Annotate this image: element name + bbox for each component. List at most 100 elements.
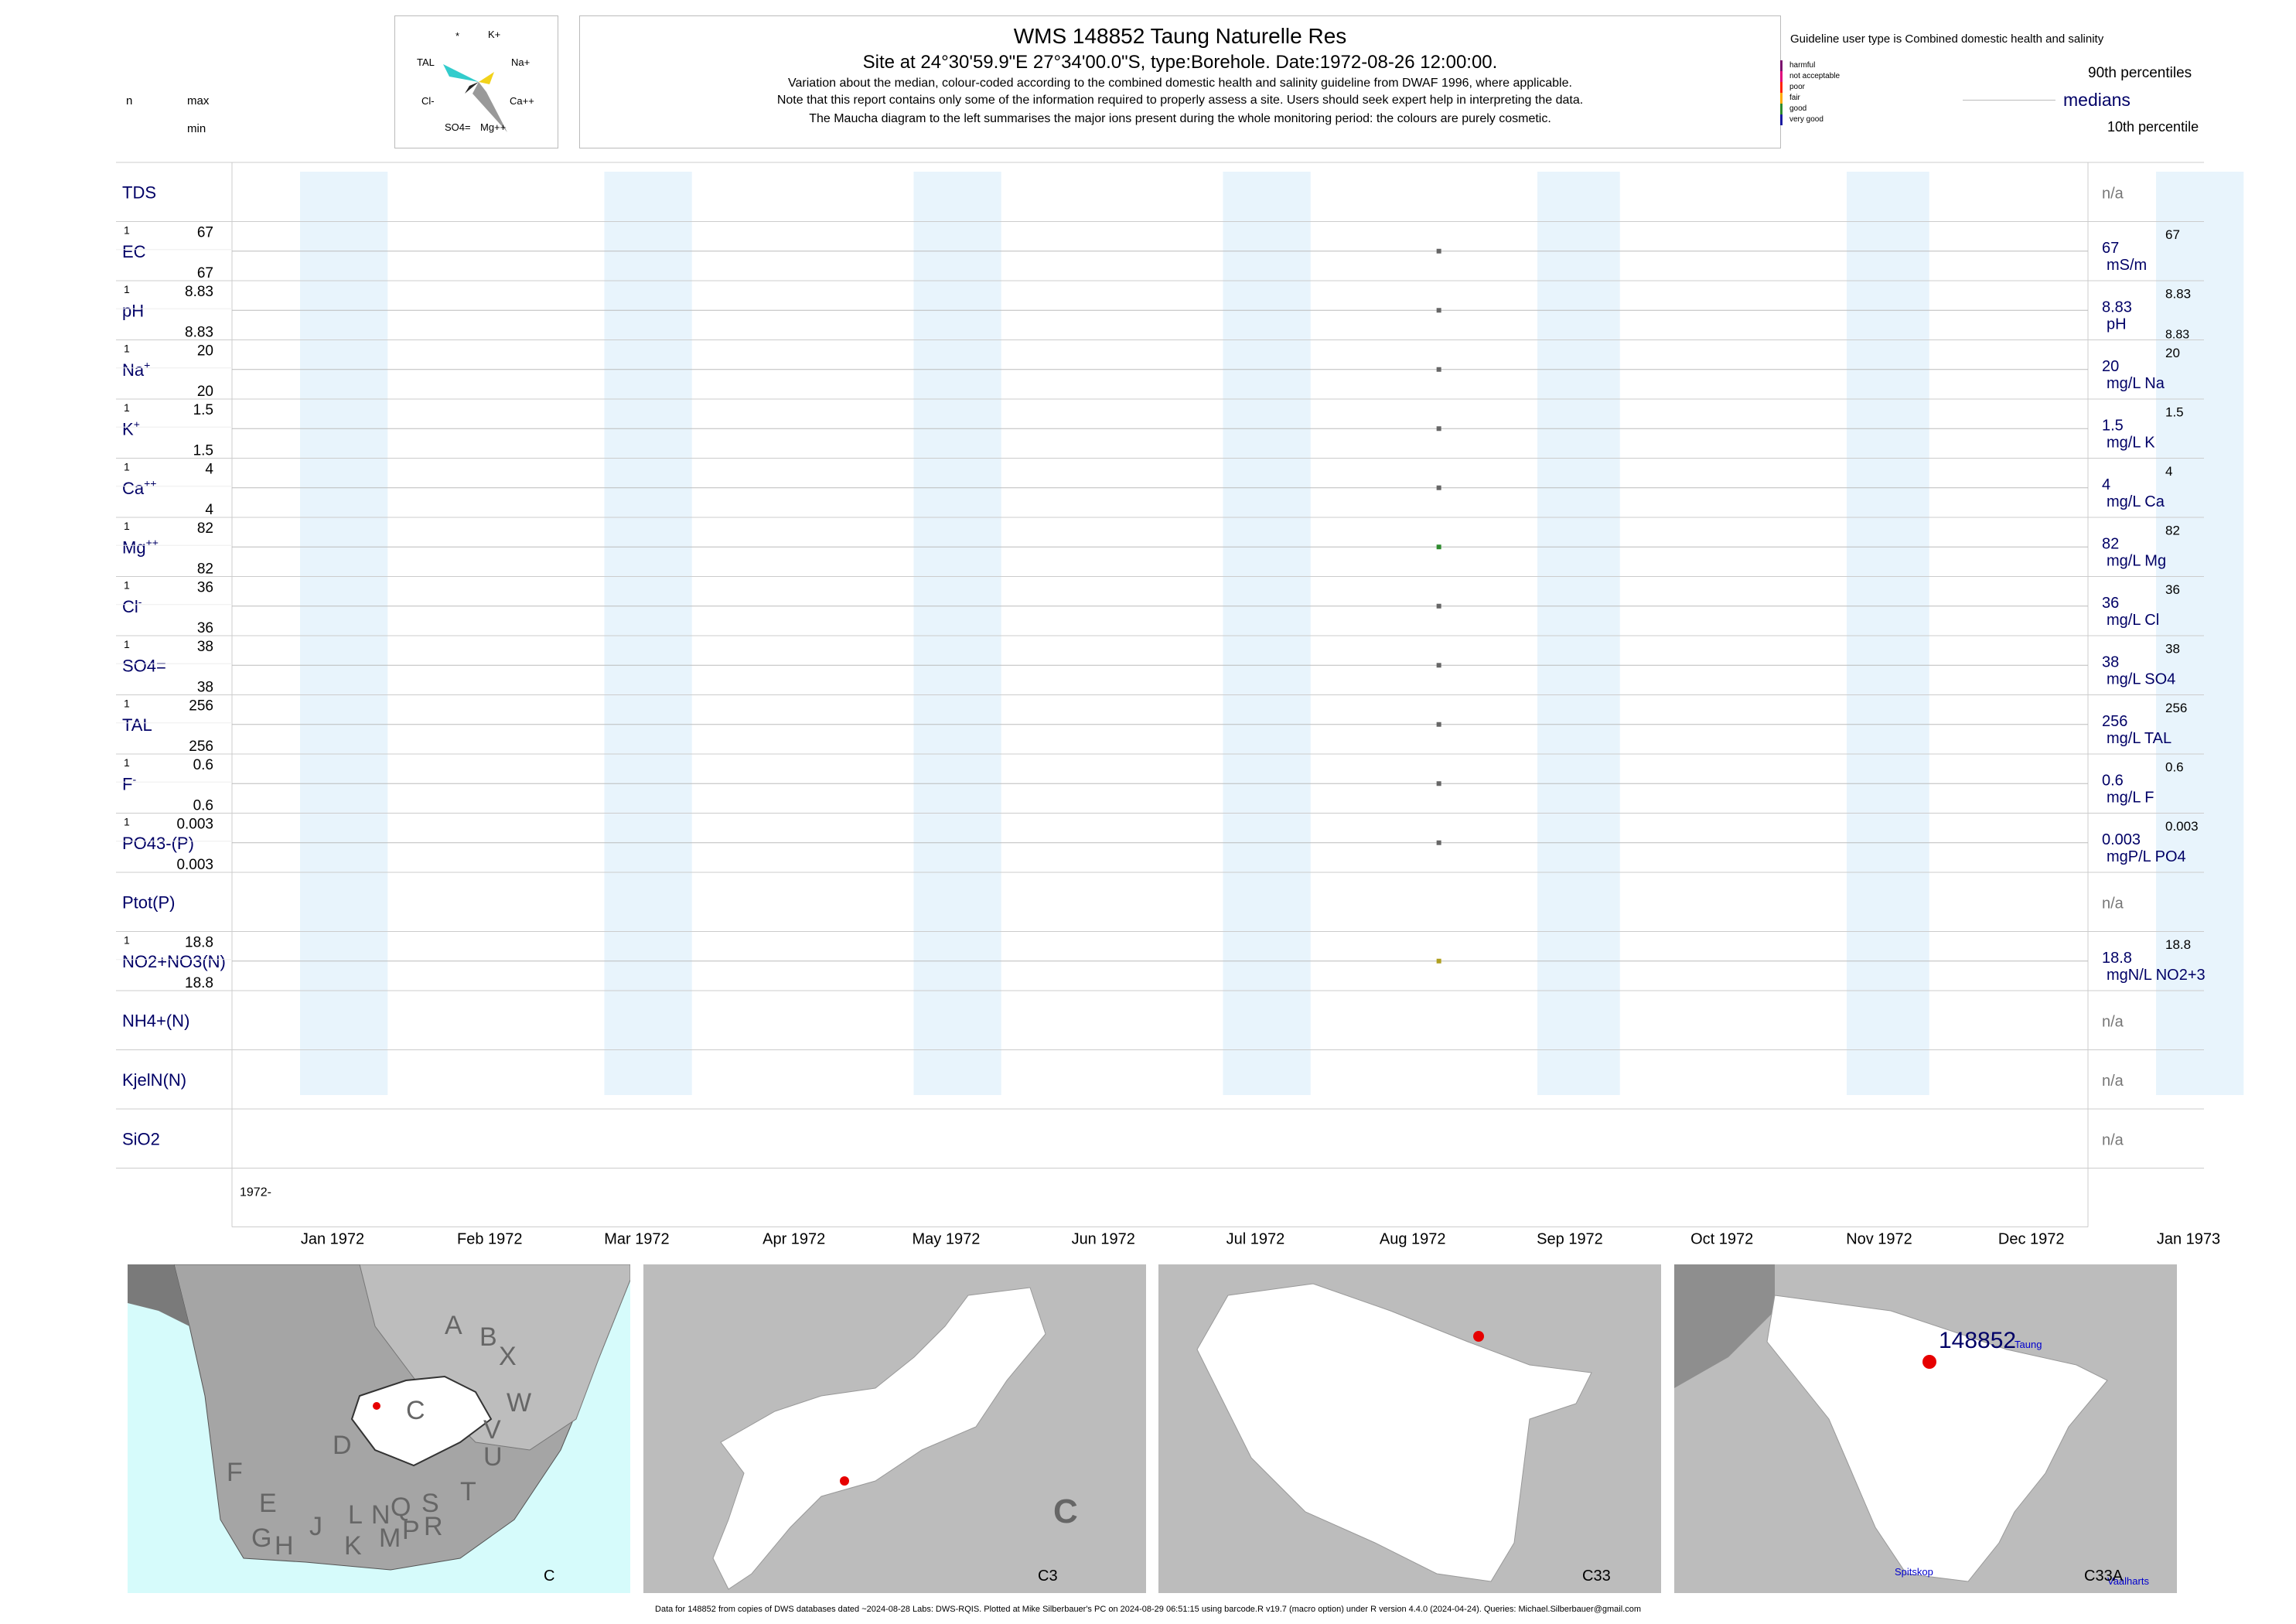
row-min: 36 <box>197 620 213 636</box>
median-value: 18.8 <box>2102 950 2132 967</box>
map1-letter: C <box>406 1396 425 1425</box>
map2-corner-label: C3 <box>1038 1568 1058 1585</box>
maucha-cl-wedge <box>465 82 479 94</box>
x-tick-label: Sep 1972 <box>1537 1231 1603 1248</box>
median-superscript: 18.8 <box>2165 937 2191 952</box>
row-max: 0.6 <box>193 757 213 773</box>
data-point <box>1436 663 1441 668</box>
guideline-class-label: poor <box>1789 83 1806 91</box>
na-label: n/a <box>2102 895 2124 912</box>
map1-letter: A <box>445 1311 462 1340</box>
median-superscript: 36 <box>2165 582 2180 597</box>
data-point <box>1436 426 1441 432</box>
x-tick-label: Aug 1972 <box>1380 1231 1446 1248</box>
x-tick-label: Mar 1972 <box>604 1231 670 1248</box>
map1-letter: F <box>227 1458 243 1487</box>
median-value: 256 <box>2102 713 2127 730</box>
row-n: 1 <box>124 579 130 592</box>
row-n: 1 <box>124 461 130 473</box>
row-label: NH4+(N) <box>122 1011 189 1030</box>
unit-label: mgP/L PO4 <box>2107 848 2186 865</box>
footer-note: Data for 148852 from copies of DWS datab… <box>655 1605 1641 1614</box>
row-label: Ptot(P) <box>122 892 175 912</box>
site-id-label: 148852 <box>1939 1328 2017 1353</box>
data-point <box>1436 958 1441 964</box>
row-label: Na+ <box>122 359 150 380</box>
p10-value: 8.83 <box>2165 328 2189 341</box>
median-value: 36 <box>2102 595 2119 612</box>
unit-label: mg/L Cl <box>2107 612 2159 629</box>
row-min: 20 <box>197 384 213 400</box>
x-tick-label: Jul 1972 <box>1226 1231 1285 1248</box>
unit-label: mg/L TAL <box>2107 730 2171 747</box>
map1-letter: R <box>424 1512 443 1541</box>
month-band <box>604 172 692 1095</box>
unit-label: mS/m <box>2107 257 2147 274</box>
median-superscript: 20 <box>2165 346 2180 360</box>
x-tick-label: May 1972 <box>913 1231 981 1248</box>
median-superscript: 0.003 <box>2165 819 2199 834</box>
maucha-label: Cl- <box>421 95 435 107</box>
map-c33a: 148852 Spitskop Taung Vaalharts C33A <box>1674 1264 2177 1593</box>
data-point <box>1436 248 1441 254</box>
row-max: 1.5 <box>193 402 213 418</box>
x-tick-label: Nov 1972 <box>1846 1231 1912 1248</box>
row-n: 1 <box>124 756 130 769</box>
month-band <box>913 172 1001 1095</box>
row-label: EC <box>122 242 146 261</box>
map1-letter: P <box>402 1516 420 1545</box>
map1-letter: W <box>507 1388 532 1418</box>
site-line: Site at 24°30'59.9"E 27°34'00.0"S, type:… <box>862 52 1498 73</box>
map1-letter: L <box>348 1500 363 1530</box>
guideline-class-label: very good <box>1789 115 1823 124</box>
guideline-swatch <box>1780 82 1783 93</box>
unit-label: mg/L Ca <box>2107 493 2165 510</box>
row-max: 82 <box>197 520 213 537</box>
row-label: PO43-(P) <box>122 834 194 853</box>
na-label: n/a <box>2102 185 2124 202</box>
median-superscript: 38 <box>2165 641 2180 656</box>
map1-letter: D <box>333 1431 352 1460</box>
row-label: pH <box>122 301 144 320</box>
map1-letter: K <box>344 1531 362 1561</box>
maucha-label: Mg++ <box>480 121 507 133</box>
row-n: 1 <box>124 638 130 650</box>
note-3: The Maucha diagram to the left summarise… <box>809 112 1551 125</box>
map-c3: C C3 <box>643 1264 1146 1593</box>
map1-letter: E <box>259 1489 277 1518</box>
unit-label: mgN/L NO2+3 <box>2107 967 2206 984</box>
month-band <box>2156 172 2244 1095</box>
row-label: SiO2 <box>122 1129 160 1148</box>
legend-min: min <box>187 122 206 135</box>
row-min: 67 <box>197 265 213 281</box>
maucha-tal-wedge <box>443 64 479 82</box>
month-band <box>300 172 388 1095</box>
guideline-class-label: harmful <box>1789 61 1816 70</box>
row-n: 1 <box>124 698 130 710</box>
place-label: Vaalharts <box>2107 1575 2149 1587</box>
x-tick-label: Apr 1972 <box>762 1231 825 1248</box>
median-value: 8.83 <box>2102 299 2132 316</box>
map1-corner-label: C <box>544 1568 555 1585</box>
guideline-title: Guideline user type is Combined domestic… <box>1790 32 2104 46</box>
map4-corner-label: C33A <box>2084 1568 2124 1585</box>
median-value: 0.003 <box>2102 831 2141 848</box>
maucha-label: * <box>455 30 460 42</box>
row-label: NO2+NO3(N) <box>122 952 226 971</box>
row-n: 1 <box>124 816 130 828</box>
data-point <box>1436 840 1441 845</box>
row-min: 8.83 <box>185 325 213 341</box>
guideline-class-label: fair <box>1789 94 1800 102</box>
note-1: Variation about the median, colour-coded… <box>788 77 1572 90</box>
na-label: n/a <box>2102 1013 2124 1030</box>
map1-letter: X <box>499 1342 517 1371</box>
map1-letter: M <box>379 1523 401 1553</box>
row-min: 38 <box>197 680 213 696</box>
map1-letter: Q <box>391 1493 411 1522</box>
data-point <box>1436 308 1441 313</box>
place-label: Spitskop <box>1895 1566 1933 1578</box>
row-min: 0.003 <box>176 857 213 873</box>
maucha-na-wedge <box>479 72 494 84</box>
row-label: Ca++ <box>122 477 156 498</box>
row-max: 256 <box>189 698 213 715</box>
